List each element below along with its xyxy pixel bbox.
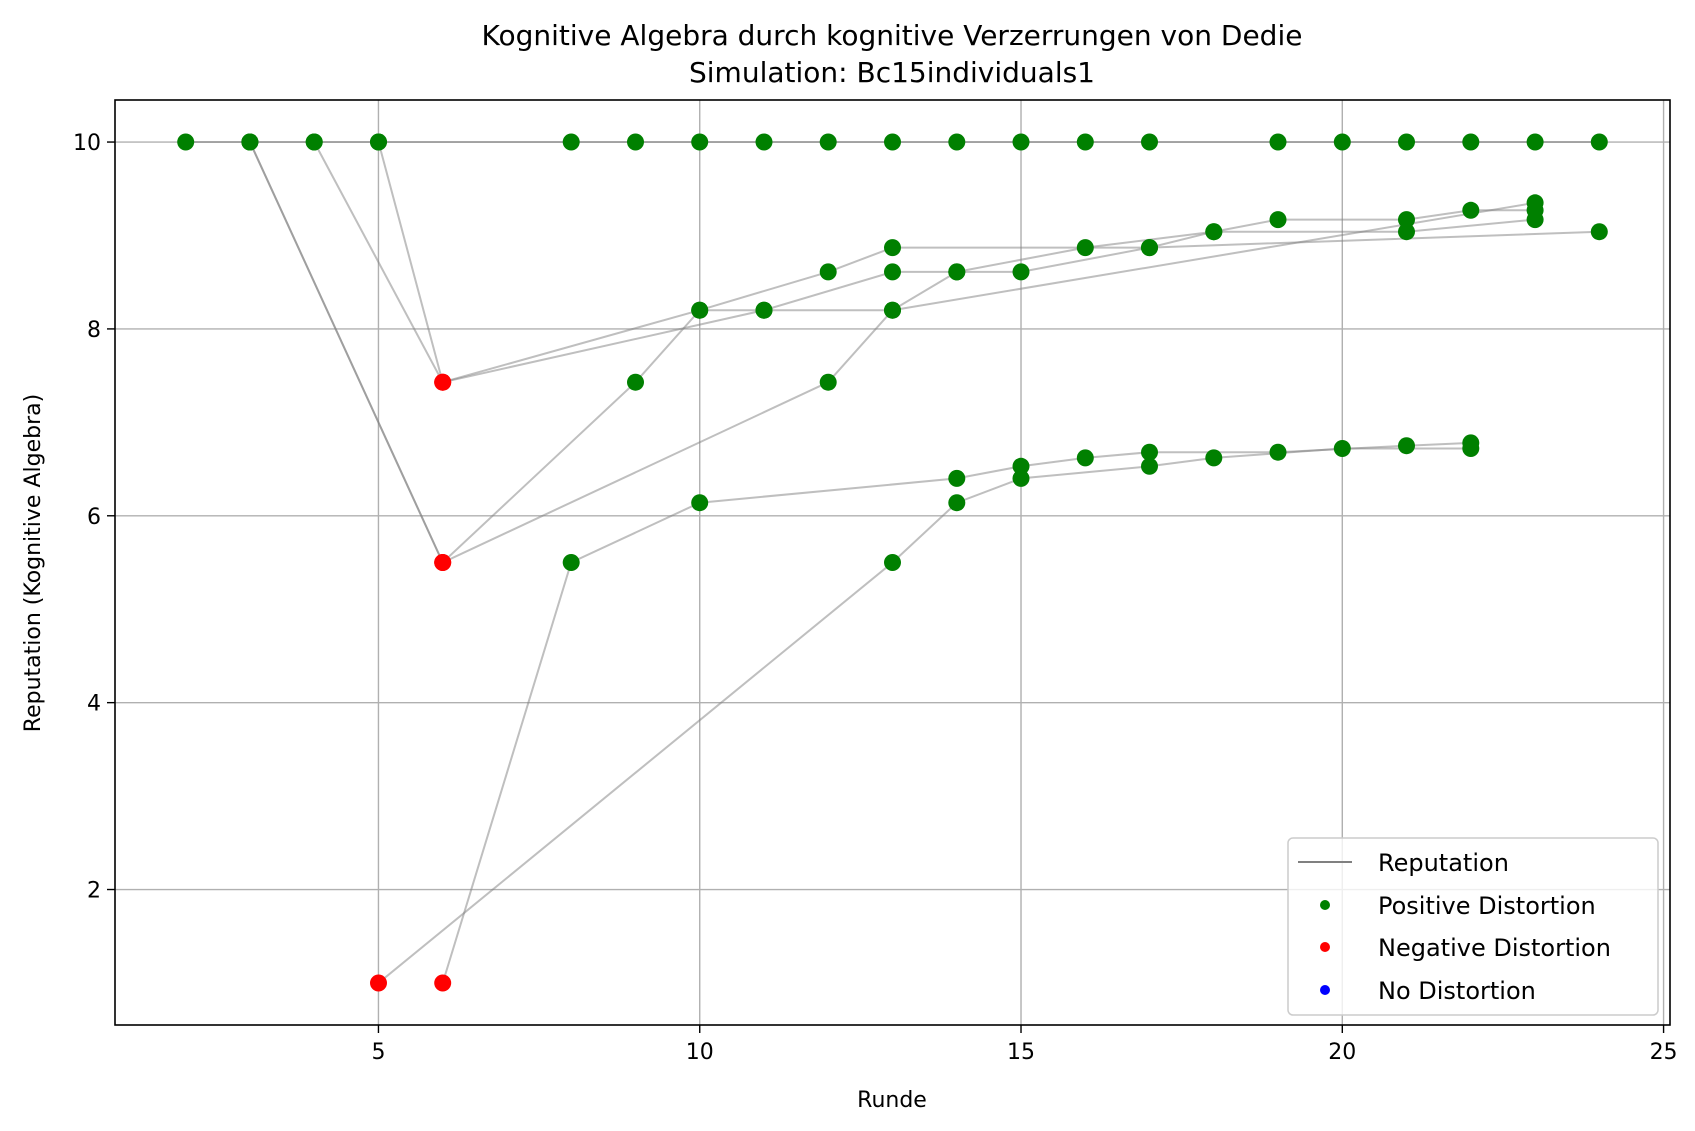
data-point	[1012, 457, 1030, 475]
data-point	[1076, 239, 1094, 257]
legend-marker-none	[1320, 985, 1330, 995]
data-point	[1526, 133, 1544, 151]
data-point	[948, 133, 966, 151]
legend-label-reputation: Reputation	[1378, 849, 1509, 877]
data-point	[1333, 133, 1351, 151]
data-point	[627, 133, 644, 151]
data-point	[691, 301, 709, 319]
data-point	[1526, 194, 1544, 212]
data-point	[562, 133, 580, 151]
legend-box	[1287, 837, 1659, 1016]
legend-label-positive: Positive Distortion	[1378, 892, 1596, 920]
data-point	[1012, 263, 1030, 281]
data-point	[370, 133, 387, 151]
legend: Reputation Positive Distortion Negative …	[1287, 837, 1659, 1016]
data-point	[1398, 223, 1415, 241]
legend-label-none: No Distortion	[1378, 977, 1536, 1005]
data-points	[177, 133, 1608, 992]
data-point	[1462, 201, 1480, 219]
data-point	[370, 974, 387, 992]
data-point	[948, 263, 966, 281]
data-point	[241, 133, 259, 151]
y-tick-label: 2	[87, 879, 101, 904]
reputation-line	[377, 447, 1471, 984]
data-point	[884, 554, 901, 571]
data-point	[819, 373, 837, 391]
chart-title: Kognitive Algebra durch kognitive Verzer…	[482, 19, 1303, 52]
data-point	[755, 301, 773, 319]
y-tick-label: 8	[87, 318, 101, 343]
data-point	[305, 133, 323, 151]
data-point	[1398, 437, 1415, 455]
data-point	[627, 373, 644, 391]
legend-marker-positive	[1320, 900, 1330, 910]
data-point	[562, 554, 580, 571]
data-point	[884, 239, 901, 257]
data-point	[1076, 449, 1094, 467]
data-point	[819, 263, 837, 281]
data-point	[884, 301, 901, 319]
reputation-line	[248, 141, 1536, 564]
x-tick-label: 20	[1328, 1040, 1356, 1065]
data-point	[948, 494, 966, 512]
data-point	[884, 263, 901, 281]
y-tick-label: 10	[73, 131, 101, 156]
data-point	[755, 133, 773, 151]
data-point	[1141, 133, 1158, 151]
x-tick-label: 15	[1007, 1040, 1035, 1065]
legend-label-negative: Negative Distortion	[1378, 934, 1611, 962]
data-point	[1076, 133, 1094, 151]
data-point	[1141, 239, 1158, 257]
plot-frame	[114, 99, 1671, 1026]
data-point	[1333, 440, 1351, 457]
x-tick-label: 5	[371, 1040, 385, 1065]
x-axis-label: Runde	[857, 1088, 927, 1113]
chart-subtitle: Simulation: Bc15individuals1	[689, 56, 1095, 89]
data-point	[691, 494, 709, 512]
axis-ticks: 5 10 15 20 25 2 4 6 8 10	[73, 131, 1678, 1065]
y-axis-label: Reputation (Kognitive Algebra)	[21, 394, 46, 732]
data-point	[1012, 469, 1030, 487]
data-point	[1205, 223, 1223, 241]
data-point	[1462, 440, 1480, 457]
data-point	[1141, 457, 1158, 475]
data-point	[1269, 211, 1287, 229]
x-tick-label: 25	[1650, 1040, 1678, 1065]
x-tick-label: 10	[686, 1040, 714, 1065]
data-point	[1269, 443, 1287, 461]
data-point	[884, 133, 901, 151]
data-point	[1398, 211, 1415, 229]
data-point	[434, 373, 452, 391]
data-point	[948, 469, 966, 487]
data-point	[1205, 449, 1223, 467]
data-point	[1141, 443, 1158, 461]
data-point	[434, 554, 452, 571]
data-point	[434, 974, 452, 992]
data-point	[1462, 133, 1480, 151]
data-point	[1012, 133, 1030, 151]
y-tick-label: 4	[87, 692, 101, 717]
y-tick-label: 6	[87, 505, 101, 530]
data-point	[1590, 133, 1608, 151]
data-point	[691, 133, 709, 151]
data-point	[1526, 211, 1544, 229]
data-point	[1590, 223, 1608, 241]
data-point	[1398, 133, 1415, 151]
legend-marker-negative	[1320, 942, 1330, 952]
data-point	[177, 133, 195, 151]
data-point	[819, 133, 837, 151]
data-point	[1269, 133, 1287, 151]
